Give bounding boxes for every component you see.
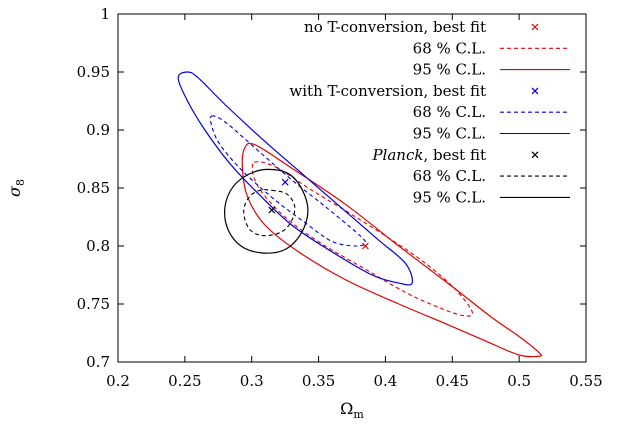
legend-marker [531, 23, 539, 31]
contour-95-1 [177, 71, 414, 286]
x-tick-label: 0.5 [507, 372, 531, 390]
axis-ticks: 0.2 0.25 0.3 0.35 0.4 0.45 0.5 0.55 0.7 0.75 0.8 0.… [77, 5, 603, 390]
x-tick-label: 0.2 [106, 372, 130, 390]
y-tick-label: 0.7 [86, 353, 110, 371]
legend-label: 68 % C.L. [413, 103, 486, 121]
y-tick-label: 0.75 [77, 295, 110, 313]
x-tick-label: 0.55 [569, 372, 602, 390]
legend-label: with T-conversion, best fit [289, 82, 486, 100]
best-fit-marker-1 [281, 178, 289, 186]
y-tick-label: 0.95 [77, 63, 110, 81]
best-fit-marker-2 [268, 206, 276, 214]
contour-95-2 [224, 168, 309, 254]
plot-frame [117, 13, 587, 363]
legend-label: 68 % C.L. [413, 167, 486, 185]
y-tick-label: 1 [100, 5, 110, 23]
contour-68-1 [209, 115, 366, 247]
contour-68-2 [243, 189, 296, 237]
x-tick-label: 0.25 [168, 372, 201, 390]
best-fit-marker-0 [361, 242, 369, 250]
legend: no T-conversion, best fit 68 % C.L. 95 % C… [289, 18, 570, 206]
x-tick-label: 0.45 [436, 372, 469, 390]
legend-label: Planck, best fit [371, 146, 486, 164]
legend-marker [531, 87, 539, 95]
x-tick-label: 0.4 [373, 372, 397, 390]
contour-layer [177, 71, 543, 358]
y-tick-label: 0.85 [77, 179, 110, 197]
y-axis-title: σ8 [5, 179, 27, 197]
legend-label: 95 % C.L. [413, 188, 486, 206]
legend-label: 95 % C.L. [413, 125, 486, 143]
legend-label: no T-conversion, best fit [304, 18, 486, 36]
legend-label: 95 % C.L. [413, 61, 486, 79]
legend-label: 68 % C.L. [413, 39, 486, 57]
y-tick-label: 0.9 [86, 121, 110, 139]
x-axis-title: Ωm [340, 399, 364, 421]
legend-marker [531, 151, 539, 159]
y-tick-label: 0.8 [86, 237, 110, 255]
x-tick-label: 0.35 [302, 372, 335, 390]
contour-95-0 [241, 142, 543, 358]
x-tick-label: 0.3 [240, 372, 264, 390]
